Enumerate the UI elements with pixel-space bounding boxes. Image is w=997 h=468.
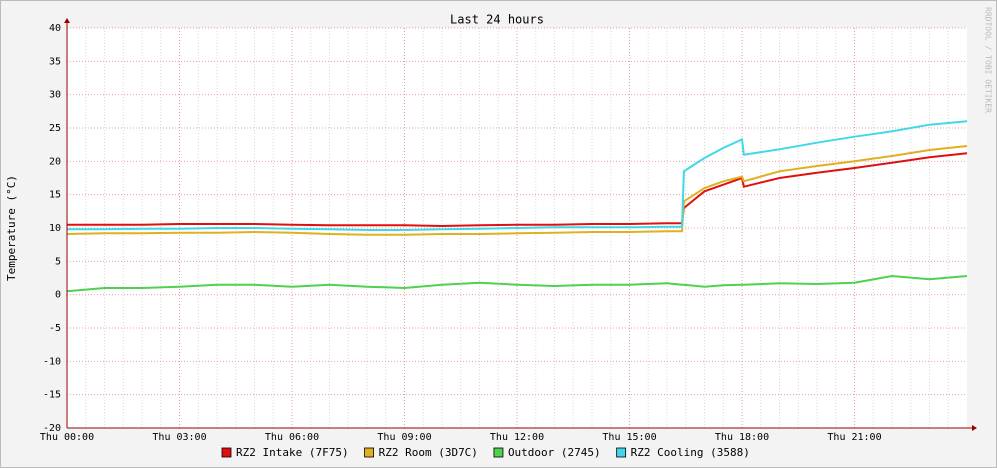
- series-line: [67, 120, 968, 231]
- legend-label: Outdoor (2745): [508, 446, 601, 459]
- y-tick-label: -15: [43, 390, 61, 401]
- y-tick-label: -20: [43, 423, 61, 434]
- y-tick-label: 10: [49, 223, 61, 234]
- y-tick-label: 0: [55, 290, 61, 301]
- y-tick-label: 40: [49, 23, 61, 34]
- y-tick-label: -5: [49, 323, 61, 334]
- x-tick-label: Thu 09:00: [377, 432, 431, 443]
- chart-title: Last 24 hours: [450, 13, 544, 27]
- x-tick-label: Thu 21:00: [827, 432, 881, 443]
- x-tick-label: Thu 18:00: [715, 432, 769, 443]
- axes: [64, 18, 977, 431]
- y-tick-label: 35: [49, 56, 61, 67]
- legend-swatch: [616, 447, 627, 458]
- x-arrow: [972, 425, 977, 431]
- legend-swatch: [364, 447, 374, 458]
- series-line: [66, 274, 968, 293]
- series-line: [66, 145, 968, 236]
- y-axis-label: Temperature (°C): [5, 175, 18, 281]
- grid: -20 -15 -10 -5 0 5 10 15 20 25 30 35 40 Thu 00:00 Thu …: [40, 23, 967, 443]
- y-tick-label: 20: [49, 156, 61, 167]
- y-tick-label: 25: [49, 123, 61, 134]
- y-arrow: [64, 18, 70, 23]
- lines: [66, 120, 968, 293]
- x-tick-label: Thu 00:00: [40, 432, 94, 443]
- y-tick-label: -10: [43, 356, 61, 367]
- watermark: RRDTOOL / TOBI OETIKER: [984, 7, 993, 113]
- x-tick-label: Thu 15:00: [602, 432, 656, 443]
- legend: RZ2 Intake (7F75) RZ2 Room (3D7C) Outdoor …: [221, 446, 750, 459]
- x-tick-label: Thu 03:00: [152, 432, 206, 443]
- y-tick-label: 15: [49, 190, 61, 201]
- legend-label: RZ2 Cooling (3588): [631, 446, 750, 459]
- legend-label: RZ2 Room (3D7C): [379, 446, 478, 459]
- legend-swatch: [221, 447, 232, 458]
- legend-swatch: [493, 447, 504, 458]
- legend-label: RZ2 Intake (7F75): [236, 446, 349, 459]
- x-tick-label: Thu 12:00: [490, 432, 544, 443]
- x-tick-label: Thu 06:00: [265, 432, 319, 443]
- series-line: [67, 152, 968, 228]
- y-tick-label: 5: [55, 256, 61, 267]
- y-tick-label: 30: [49, 90, 61, 101]
